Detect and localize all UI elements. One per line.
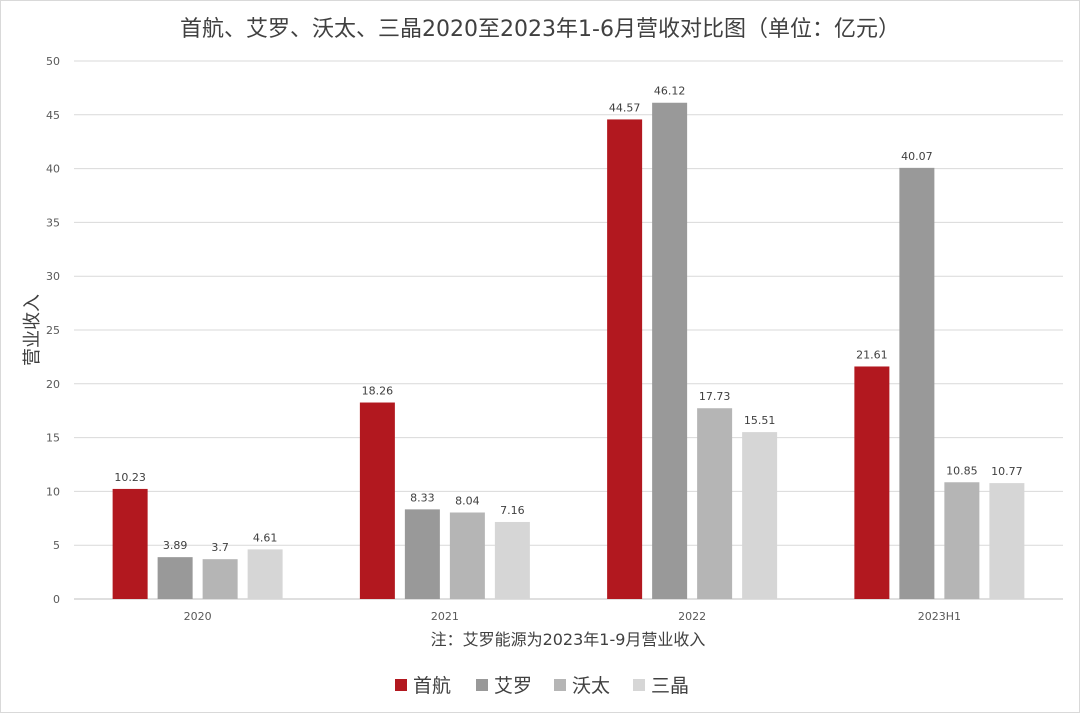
bar-艾罗-2022 [652, 102, 688, 599]
legend-swatch [554, 679, 566, 691]
x-axis-categories: 2020 2021 2022 2023H1 [184, 610, 961, 623]
data-label: 3.7 [211, 541, 229, 554]
y-tick-label: 0 [53, 593, 60, 606]
bar-首航-2022 [607, 119, 643, 599]
bar-三晶-2021 [494, 521, 530, 599]
y-axis-title: 营业收入 [22, 294, 43, 366]
y-tick-label: 45 [46, 109, 60, 122]
data-label: 46.12 [654, 85, 686, 98]
x-category-label: 2021 [431, 610, 459, 623]
gridlines [74, 60, 1063, 600]
bar-沃太-2023H1 [944, 482, 980, 599]
legend-label: 首航 [413, 675, 451, 697]
chart-title: 首航、艾罗、沃太、三晶2020至2023年1-6月营收对比图（单位：亿元） [180, 17, 900, 42]
bar-艾罗-2020 [157, 557, 193, 599]
data-label: 18.26 [362, 385, 394, 398]
data-label: 4.61 [253, 531, 278, 544]
data-label: 44.57 [609, 101, 641, 114]
data-label: 8.33 [410, 491, 435, 504]
bar-艾罗-2021 [404, 509, 440, 599]
bar-艾罗-2023H1 [899, 167, 935, 599]
legend-swatch [476, 679, 488, 691]
y-tick-label: 30 [46, 270, 60, 283]
data-label: 40.07 [901, 150, 933, 163]
y-tick-label: 10 [46, 485, 60, 498]
x-category-label: 2020 [184, 610, 212, 623]
y-tick-label: 20 [46, 378, 60, 391]
legend-swatch [395, 679, 407, 691]
data-label: 21.61 [856, 348, 888, 361]
bar-三晶-2023H1 [989, 483, 1025, 599]
legend-swatch [633, 679, 645, 691]
x-axis-note: 注：艾罗能源为2023年1-9月营业收入 [431, 630, 706, 649]
x-category-label: 2023H1 [918, 610, 961, 623]
bars [112, 102, 1025, 599]
data-label: 8.04 [455, 494, 480, 507]
y-axis-ticks: 0 5 10 15 20 25 30 35 40 45 50 [46, 55, 60, 606]
bar-沃太-2021 [449, 512, 485, 599]
bar-三晶-2020 [247, 549, 283, 599]
data-label: 17.73 [699, 390, 731, 403]
y-tick-label: 50 [46, 55, 60, 68]
legend-label: 三晶 [651, 675, 689, 697]
data-labels: 10.23 3.89 3.7 4.61 18.26 8.33 8.04 7.16 44.57 46… [114, 85, 1022, 554]
legend-label: 沃太 [572, 675, 610, 697]
data-label: 15.51 [744, 414, 776, 427]
x-category-label: 2022 [678, 610, 706, 623]
bar-首航-2021 [359, 402, 395, 599]
bar-首航-2023H1 [854, 366, 890, 599]
legend-label: 艾罗 [494, 675, 532, 697]
y-tick-label: 35 [46, 216, 60, 229]
data-label: 10.77 [991, 465, 1023, 478]
data-label: 10.85 [946, 464, 978, 477]
bar-三晶-2022 [742, 432, 778, 599]
y-tick-label: 5 [53, 539, 60, 552]
data-label: 10.23 [114, 471, 146, 484]
bar-首航-2020 [112, 488, 148, 599]
y-tick-label: 40 [46, 163, 60, 176]
bar-沃太-2020 [202, 559, 238, 599]
y-tick-label: 15 [46, 432, 60, 445]
data-label: 7.16 [500, 504, 525, 517]
bar-沃太-2022 [697, 408, 733, 599]
legend: 首航 艾罗 沃太 三晶 [395, 675, 689, 697]
y-tick-label: 25 [46, 324, 60, 337]
data-label: 3.89 [163, 539, 188, 552]
